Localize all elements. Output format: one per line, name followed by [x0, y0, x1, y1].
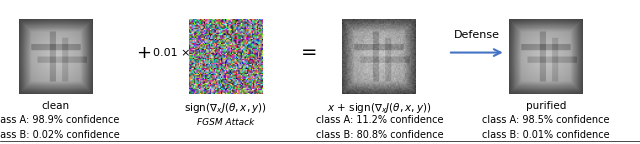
Text: 0.01 ×: 0.01 ×	[153, 48, 190, 58]
Text: class A: 11.2% confidence: class A: 11.2% confidence	[316, 115, 444, 125]
Text: class B: 0.02% confidence: class B: 0.02% confidence	[0, 130, 120, 140]
Text: purified: purified	[525, 101, 566, 111]
Text: sign($\nabla_x J(\theta, x, y)$): sign($\nabla_x J(\theta, x, y)$)	[184, 101, 267, 115]
Text: $x$ + sign($\nabla_x J(\theta, x, y)$): $x$ + sign($\nabla_x J(\theta, x, y)$)	[327, 101, 432, 115]
FancyArrowPatch shape	[451, 49, 500, 56]
Text: class A: 98.5% confidence: class A: 98.5% confidence	[482, 115, 610, 125]
Text: clean: clean	[42, 101, 70, 111]
Text: =: =	[301, 43, 317, 62]
Text: class B: 0.01% confidence: class B: 0.01% confidence	[482, 130, 610, 140]
Text: FGSM Attack: FGSM Attack	[196, 118, 254, 127]
Text: Defense: Defense	[454, 30, 500, 40]
Text: +: +	[136, 44, 152, 62]
Text: class A: 98.9% confidence: class A: 98.9% confidence	[0, 115, 120, 125]
Text: class B: 80.8% confidence: class B: 80.8% confidence	[316, 130, 444, 140]
